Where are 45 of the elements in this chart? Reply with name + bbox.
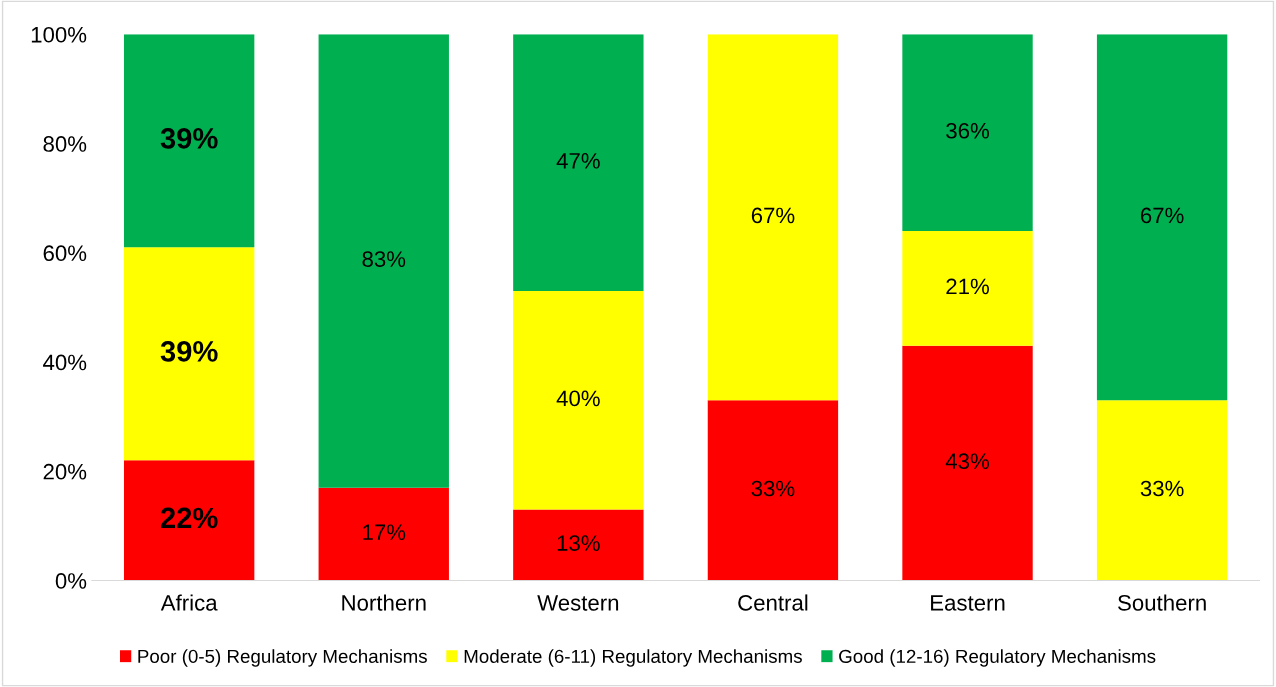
y-tick-label: 0% [55, 573, 87, 589]
y-tick-label: 100% [31, 26, 87, 43]
bar [513, 291, 644, 510]
data-label: 33% [751, 480, 795, 497]
y-tick-label: 40% [43, 354, 87, 371]
bar [123, 34, 255, 248]
x-tick-label: Southern [1118, 594, 1206, 611]
data-label: 13% [557, 535, 600, 551]
data-label: 33% [1140, 480, 1184, 497]
bar [902, 34, 1033, 231]
bar [318, 487, 449, 581]
bar [123, 247, 255, 461]
data-label: 21% [946, 278, 989, 295]
x-tick-label: Western [537, 595, 619, 611]
y-tick-label: 80% [43, 136, 87, 152]
data-label: 39% [160, 341, 218, 362]
data-label: 17% [363, 524, 406, 540]
legend-label: Moderate (6-11) Regulatory Mechanisms [464, 649, 802, 667]
data-label: 39% [160, 128, 218, 149]
bar [1096, 400, 1228, 581]
data-label: 47% [556, 153, 600, 169]
legend-label: Good (12-16) Regulatory Mechanisms [839, 649, 1156, 667]
x-tick-label: Eastern [931, 595, 1005, 611]
bar [513, 34, 644, 292]
y-tick-label: 60% [43, 245, 87, 262]
bar [902, 345, 1033, 581]
bar [1096, 34, 1228, 401]
bar [707, 400, 839, 581]
bar [318, 34, 449, 488]
x-tick-label: Northern [342, 594, 426, 611]
x-tick-label: Central [738, 594, 808, 611]
data-label: 40% [556, 390, 600, 407]
data-label: 67% [751, 207, 795, 224]
x-tick-label: Africa [160, 594, 218, 611]
y-tick-label: 20% [43, 463, 87, 480]
data-label: 43% [945, 453, 989, 470]
data-label: 67% [1141, 207, 1184, 224]
bar [902, 230, 1033, 346]
legend-label: Poor (0-5) Regulatory Mechanisms [138, 649, 427, 667]
data-label: 83% [362, 251, 406, 267]
bar [513, 509, 644, 581]
data-label: 22% [160, 507, 218, 529]
bar [123, 460, 255, 581]
data-label: 36% [946, 122, 989, 139]
bar [707, 34, 839, 401]
